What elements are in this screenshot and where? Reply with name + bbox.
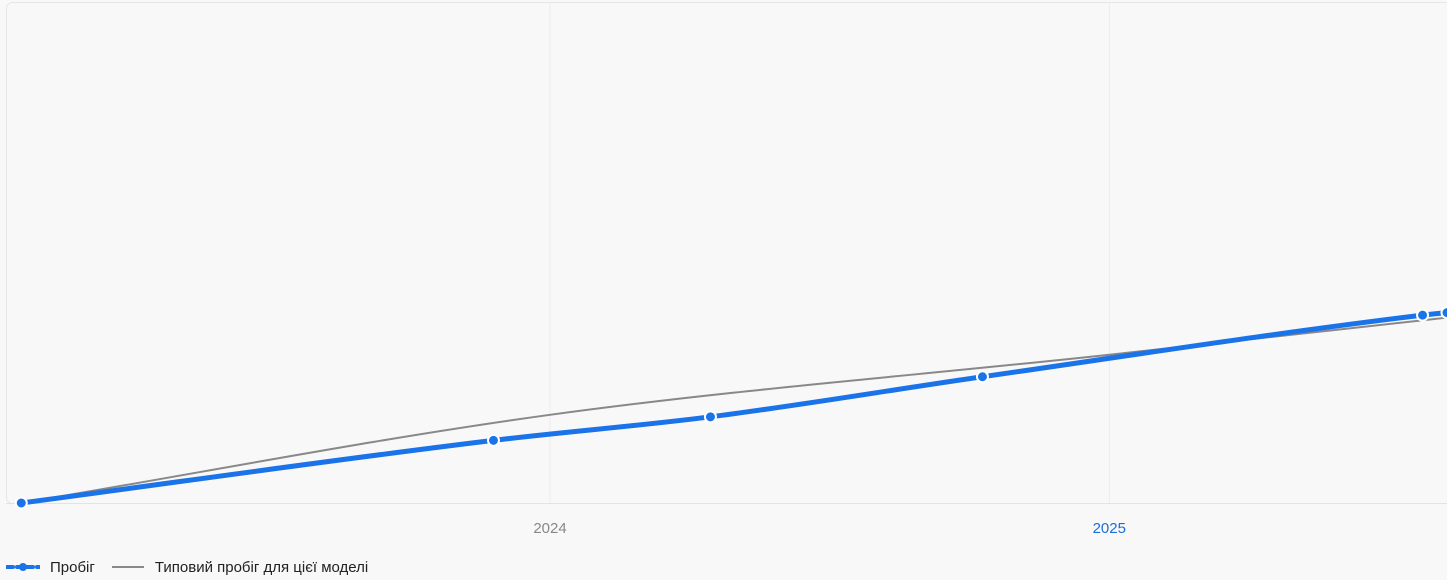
x-tick-label-2024: 2024 bbox=[533, 520, 566, 537]
chart-canvas: 2024 2025 bbox=[6, 2, 1447, 537]
legend-swatch-mileage-icon bbox=[6, 563, 40, 571]
plot-frame bbox=[6, 2, 1447, 504]
legend-label-mileage: Пробіг bbox=[50, 558, 95, 576]
data-point-mileage-1[interactable] bbox=[486, 433, 500, 447]
series-markers bbox=[14, 306, 1447, 510]
data-point-mileage-3[interactable] bbox=[975, 370, 989, 384]
legend-swatch-typical-icon bbox=[111, 566, 144, 568]
x-tick-label-2025: 2025 bbox=[1093, 520, 1126, 537]
series-line-mileage bbox=[18, 310, 1447, 506]
series-lines bbox=[18, 310, 1447, 506]
legend: Пробіг Типовий пробіг для цієї моделі bbox=[6, 556, 384, 578]
data-point-mileage-5[interactable] bbox=[1440, 306, 1447, 320]
data-point-mileage-2[interactable] bbox=[703, 410, 717, 424]
grid-lines bbox=[549, 3, 1110, 503]
data-point-mileage-0[interactable] bbox=[14, 496, 28, 510]
legend-label-typical: Типовий пробіг для цієї моделі bbox=[154, 558, 369, 576]
data-point-mileage-4[interactable] bbox=[1416, 308, 1430, 322]
legend-item-mileage[interactable]: Пробіг bbox=[6, 559, 95, 576]
x-axis-ticks: 2024 2025 bbox=[533, 520, 1126, 537]
legend-item-typical[interactable]: Типовий пробіг для цієї моделі bbox=[111, 559, 368, 576]
